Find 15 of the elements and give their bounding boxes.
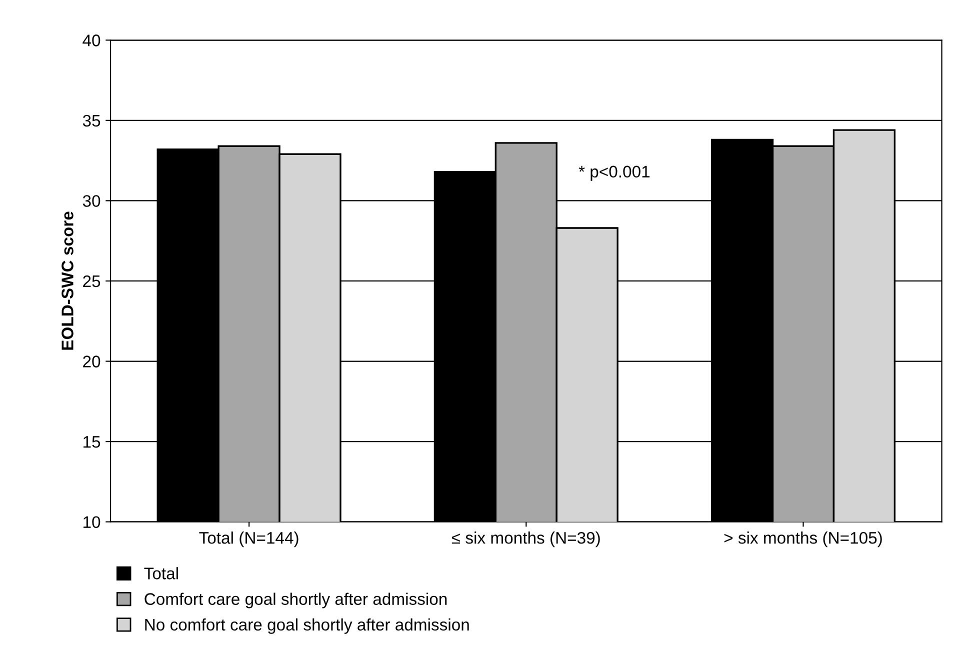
y-tick-label: 15 <box>84 436 100 448</box>
y-axis-title: EOLD-SWC score <box>62 212 74 350</box>
y-tick-label: 20 <box>83 356 100 368</box>
x-tick-label: > six months (N=105) <box>724 532 882 548</box>
legend-label: No comfort care goal shortly after admission <box>145 618 469 634</box>
y-tick-label: 30 <box>82 195 100 207</box>
y-tick-label: 10 <box>84 516 100 528</box>
x-tick-label: ≤ six months (N=39) <box>452 532 600 548</box>
annotation: * p<0.001 <box>578 166 650 181</box>
legend-label: Comfort care goal shortly after admission <box>144 592 447 608</box>
y-tick-label: 40 <box>82 34 100 46</box>
legend-label: Total <box>144 567 178 580</box>
y-tick-label: 35 <box>82 114 100 127</box>
x-tick-label: Total (N=144) <box>199 532 298 548</box>
y-tick-label: 25 <box>83 275 100 288</box>
